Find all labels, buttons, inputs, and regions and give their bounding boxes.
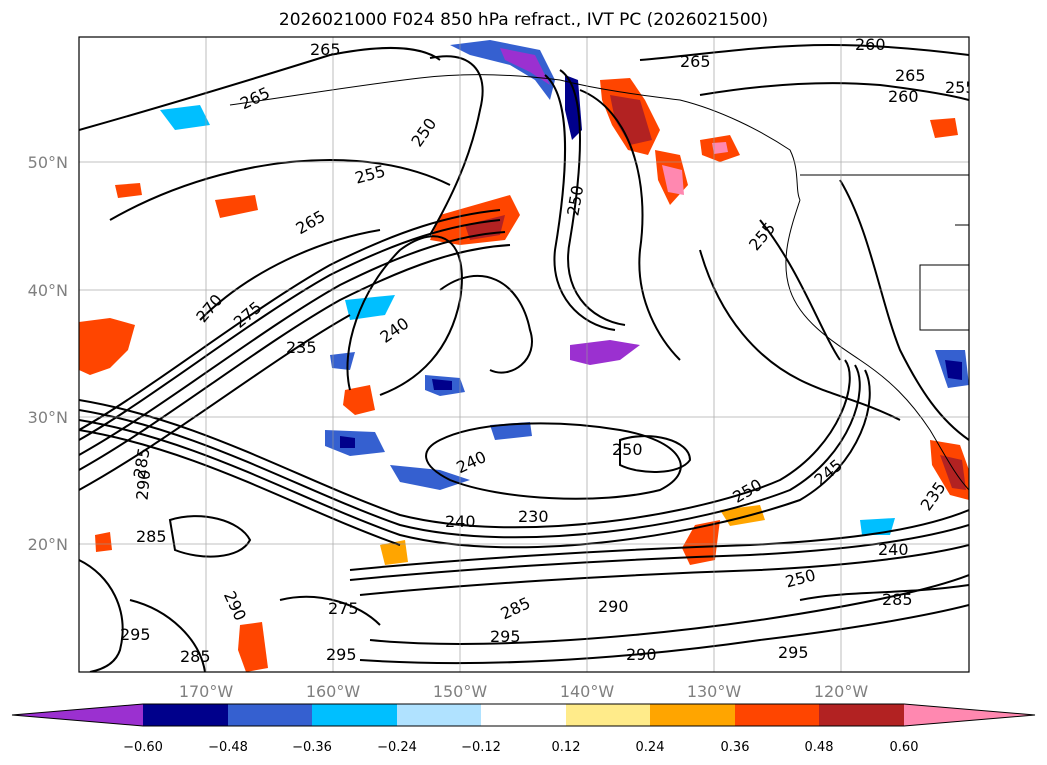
colorbar-tick-label: 0.60 — [890, 740, 919, 755]
colorbar-outline — [11, 703, 1036, 727]
contour-label: 295 — [326, 645, 357, 664]
lon-axis: 170°W 160°W 150°W 140°W 130°W 120°W — [179, 682, 869, 701]
colorbar-segment — [397, 704, 481, 726]
colorbar-extend-low — [12, 704, 143, 726]
lat-label: 50°N — [28, 153, 68, 172]
patch-negative-2 — [490, 422, 532, 440]
colorbar-segment — [312, 704, 397, 726]
patch-west-small — [95, 532, 112, 552]
contour-label: 255 — [945, 78, 976, 97]
contour-label: 250 — [612, 440, 643, 459]
coastlines — [229, 74, 969, 491]
colorbar-tick-label: 0.48 — [805, 740, 834, 755]
colorbar-segment — [481, 704, 566, 726]
colorbar-segment — [819, 704, 904, 726]
contour-label: 275 — [328, 599, 359, 618]
lon-label: 140°W — [560, 682, 615, 701]
lon-label: 150°W — [433, 682, 488, 701]
lon-label: 160°W — [306, 682, 361, 701]
map-frame — [78, 36, 970, 673]
colorbar-tick-label: 0.24 — [636, 740, 665, 755]
patch-east-strong — [940, 455, 966, 490]
contour-label: 260 — [888, 87, 919, 106]
contour-label: 265 — [310, 40, 341, 59]
lat-axis: 50°N 40°N 30°N 20°N — [28, 153, 68, 554]
lat-label: 40°N — [28, 281, 68, 300]
colorbar-extend-high — [904, 704, 1035, 726]
patch-bc-strong — [712, 142, 728, 154]
colorbar-segment — [650, 704, 735, 726]
patch-central-strong-negative — [432, 379, 452, 390]
patch-coast-strongest — [662, 165, 684, 195]
patch-light-negative-3 — [160, 105, 210, 130]
contour-label: 285 — [136, 527, 167, 546]
patch-jet-south-negative — [390, 465, 470, 490]
contour-label: 260 — [855, 35, 886, 54]
patch-sw-positive — [238, 622, 268, 672]
contour-label: 285 — [180, 647, 211, 666]
contour-label: 290 — [133, 469, 155, 501]
patch-jet-negative — [565, 75, 582, 140]
gridlines — [79, 37, 969, 672]
patch-nw-positive — [215, 195, 258, 218]
contour-label: 240 — [878, 540, 909, 559]
patch-gulf-alaska-strong — [610, 95, 652, 145]
patch-mid-negative — [570, 340, 640, 365]
patch-central-positive — [343, 385, 375, 415]
colorbar-tick-label: −0.60 — [123, 740, 163, 755]
colorbar-segment — [566, 704, 650, 726]
anomaly-patches — [79, 40, 969, 672]
lat-label: 20°N — [28, 535, 68, 554]
contour-label: 235 — [286, 338, 317, 357]
contour-label: 295 — [120, 625, 151, 644]
colorbar-tick-label: −0.12 — [461, 740, 501, 755]
lon-label: 170°W — [179, 682, 234, 701]
colorbar: −0.60 −0.48 −0.36 −0.24 −0.12 0.12 0.24 … — [11, 703, 1036, 755]
colorbar-tick-label: −0.24 — [377, 740, 417, 755]
lon-label: 120°W — [814, 682, 869, 701]
colorbar-tick-label: −0.36 — [292, 740, 332, 755]
patch-north-strong-negative — [500, 48, 550, 85]
contour-label: 230 — [518, 507, 549, 526]
lon-label: 130°W — [687, 682, 742, 701]
contour-label: 285 — [882, 590, 913, 609]
patch-subtropic-positive — [682, 520, 720, 565]
contour-label: 265 — [895, 66, 926, 85]
contour-label: 240 — [445, 512, 476, 531]
patch-west-positive — [79, 318, 135, 375]
patch-south-strong-negative — [340, 436, 355, 448]
patch-east-strong-negative — [945, 360, 962, 380]
lat-label: 30°N — [28, 408, 68, 427]
patch-light-negative-4 — [860, 518, 895, 535]
colorbar-segment — [228, 704, 312, 726]
contour-label: 265 — [680, 52, 711, 71]
contour-label: 290 — [598, 597, 629, 616]
patch-orange-south — [380, 540, 408, 565]
patch-nw-small — [115, 183, 142, 198]
colorbar-segment — [735, 704, 819, 726]
map-title: 2026021000 F024 850 hPa refract., IVT PC… — [278, 10, 769, 30]
contour-label: 295 — [490, 627, 521, 646]
colorbar-segment — [143, 704, 228, 726]
patch-ne-positive — [930, 118, 958, 138]
contour-label: 295 — [778, 643, 809, 662]
colorbar-tick-label: 0.36 — [721, 740, 750, 755]
colorbar-tick-label: −0.48 — [208, 740, 248, 755]
colorbar-tick-label: 0.12 — [552, 740, 581, 755]
contour-lines — [79, 43, 969, 672]
contour-label: 290 — [626, 645, 657, 664]
